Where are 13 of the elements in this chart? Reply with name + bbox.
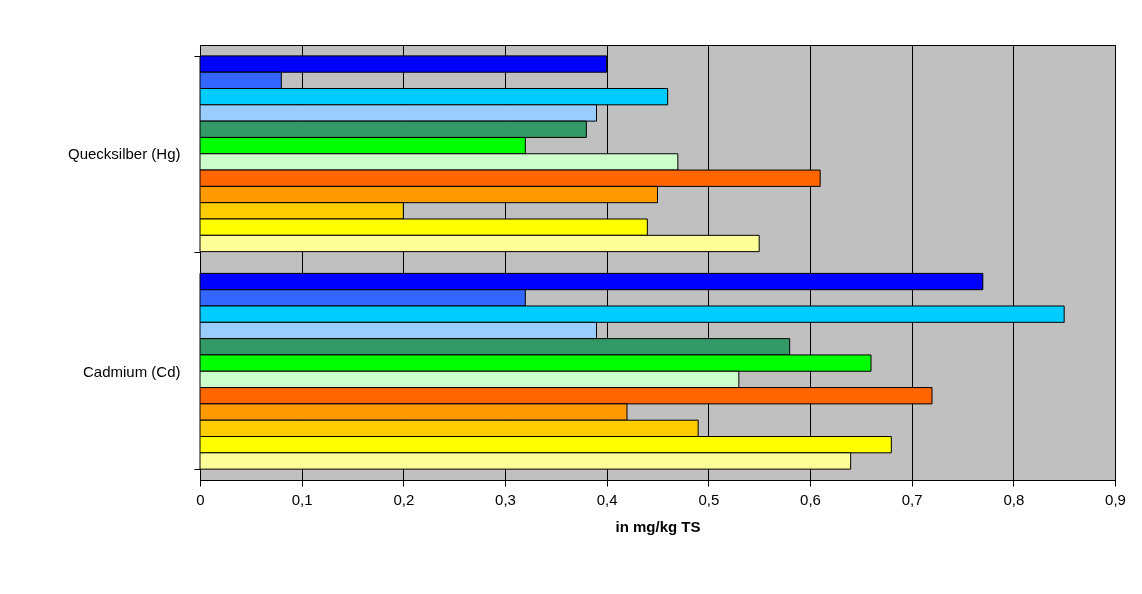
y-tick-label: Cadmium (Cd) — [82, 362, 181, 380]
x-tick-label: 0,9 — [1105, 490, 1126, 508]
x-tick-label: 0,7 — [901, 490, 923, 508]
x-tick-label: 0,1 — [291, 490, 313, 508]
x-tick-label: 0,5 — [698, 490, 720, 508]
y-tick-label: Quecksilber (Hg) — [67, 145, 181, 163]
x-tick-label: 0 — [196, 490, 205, 508]
x-tick-label: 0,3 — [495, 490, 516, 508]
x-tick-label: 0,6 — [800, 490, 821, 508]
x-tick-label: 0,4 — [596, 490, 618, 508]
x-tick-label: 0,2 — [393, 490, 415, 508]
x-axis-title: in mg/kg TS — [615, 517, 701, 535]
x-tick-label: 0,8 — [1003, 490, 1025, 508]
